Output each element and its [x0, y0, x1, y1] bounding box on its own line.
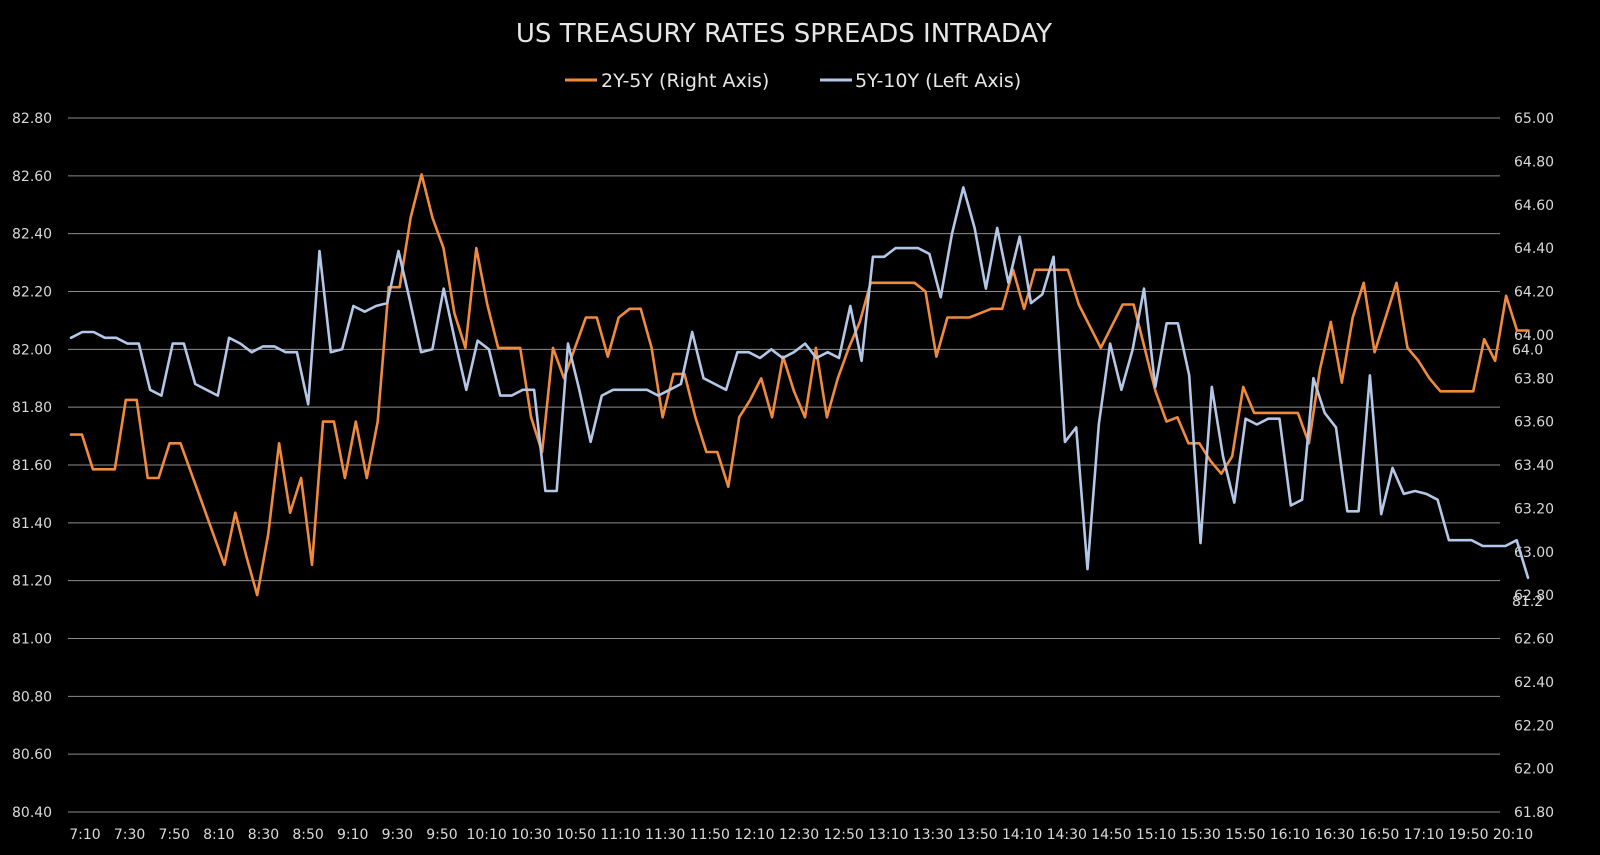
right-tick-label: 63.00 — [1514, 545, 1554, 561]
legend-label-5y-10y: 5Y-10Y (Left Axis) — [855, 70, 1021, 92]
x-tick-label: 17:10 — [1404, 827, 1444, 843]
left-tick-label: 82.20 — [12, 285, 52, 301]
right-tick-label: 62.40 — [1514, 675, 1554, 691]
left-tick-label: 81.80 — [12, 400, 52, 416]
x-tick-label: 19:50 — [1448, 827, 1488, 843]
x-tick-label: 11:50 — [690, 827, 730, 843]
legend: 2Y-5Y (Right Axis) 5Y-10Y (Left Axis) — [565, 70, 1021, 92]
x-tick-label: 9:30 — [382, 827, 413, 843]
right-tick-label: 63.40 — [1514, 458, 1554, 474]
x-tick-label: 7:30 — [114, 827, 145, 843]
right-tick-label: 63.20 — [1514, 501, 1554, 517]
left-tick-label: 82.00 — [12, 342, 52, 358]
legend-label-2y-5y: 2Y-5Y (Right Axis) — [601, 70, 769, 92]
left-tick-label: 80.80 — [12, 689, 52, 705]
x-tick-label: 10:30 — [511, 827, 551, 843]
x-tick-label: 16:10 — [1270, 827, 1310, 843]
right-tick-label: 65.00 — [1514, 111, 1554, 127]
right-tick-label: 63.80 — [1514, 371, 1554, 387]
left-tick-label: 82.60 — [12, 169, 52, 185]
x-tick-label: 14:30 — [1047, 827, 1087, 843]
right-tick-label: 64.80 — [1514, 154, 1554, 170]
right-tick-label: 62.60 — [1514, 632, 1554, 648]
x-tick-label: 15:50 — [1225, 827, 1265, 843]
left-tick-label: 81.60 — [12, 458, 52, 474]
x-tick-label: 12:30 — [779, 827, 819, 843]
x-tick-label: 20:10 — [1493, 827, 1533, 843]
right-tick-label: 62.80 — [1514, 588, 1554, 604]
x-tick-label: 10:10 — [466, 827, 506, 843]
right-tick-label: 64.20 — [1514, 285, 1554, 301]
x-tick-label: 12:10 — [734, 827, 774, 843]
x-tick-label: 9:50 — [426, 827, 457, 843]
series-lines — [69, 173, 1530, 597]
x-tick-label: 8:30 — [248, 827, 279, 843]
end-label-2y-5y: 64.0 — [1512, 343, 1543, 359]
right-tick-label: 64.00 — [1514, 328, 1554, 344]
right-tick-label: 64.60 — [1514, 198, 1554, 214]
x-tick-label: 13:30 — [913, 827, 953, 843]
left-tick-label: 81.20 — [12, 574, 52, 590]
right-tick-label: 63.60 — [1514, 415, 1554, 431]
x-tick-label: 15:30 — [1180, 827, 1220, 843]
left-y-axis: 80.40 80.60 80.80 81.00 81.20 81.40 81.60 81.80… — [12, 111, 52, 821]
x-tick-label: 8:50 — [292, 827, 323, 843]
left-tick-label: 81.40 — [12, 516, 52, 532]
x-tick-label: 14:10 — [1002, 827, 1042, 843]
x-tick-label: 13:50 — [957, 827, 997, 843]
x-tick-label: 13:10 — [868, 827, 908, 843]
left-tick-label: 80.60 — [12, 747, 52, 763]
left-tick-label: 80.40 — [12, 805, 52, 821]
x-tick-label: 15:10 — [1136, 827, 1176, 843]
left-tick-label: 82.80 — [12, 111, 52, 127]
x-tick-label: 10:50 — [556, 827, 596, 843]
x-axis: 7:10 7:30 7:50 8:10 8:30 8:50 9:10 9:30 9:50 10:1… — [69, 827, 1533, 843]
x-tick-label: 9:10 — [337, 827, 368, 843]
x-tick-label: 16:50 — [1359, 827, 1399, 843]
series-line-2y-5y — [69, 173, 1530, 597]
x-tick-label: 7:10 — [69, 827, 100, 843]
right-tick-label: 64.40 — [1514, 241, 1554, 257]
gridlines — [68, 117, 1500, 813]
x-tick-label: 14:50 — [1091, 827, 1131, 843]
right-tick-label: 62.20 — [1514, 718, 1554, 734]
x-tick-label: 11:30 — [645, 827, 685, 843]
right-y-axis: 61.80 62.00 62.20 62.40 62.60 62.80 63.00 63.20… — [1514, 111, 1554, 821]
x-tick-label: 8:10 — [203, 827, 234, 843]
series-line-5y-10y — [69, 186, 1530, 580]
x-tick-label: 7:50 — [159, 827, 190, 843]
right-tick-label: 62.00 — [1514, 762, 1554, 778]
chart-title: US TREASURY RATES SPREADS INTRADAY — [516, 19, 1052, 49]
left-tick-label: 81.00 — [12, 632, 52, 648]
x-tick-label: 16:30 — [1314, 827, 1354, 843]
end-labels: 64.0 81.2 — [1512, 343, 1543, 610]
x-tick-label: 12:50 — [823, 827, 863, 843]
right-tick-label: 61.80 — [1514, 805, 1554, 821]
left-tick-label: 82.40 — [12, 227, 52, 243]
end-label-5y-10y: 81.2 — [1512, 594, 1543, 610]
x-tick-label: 11:10 — [600, 827, 640, 843]
